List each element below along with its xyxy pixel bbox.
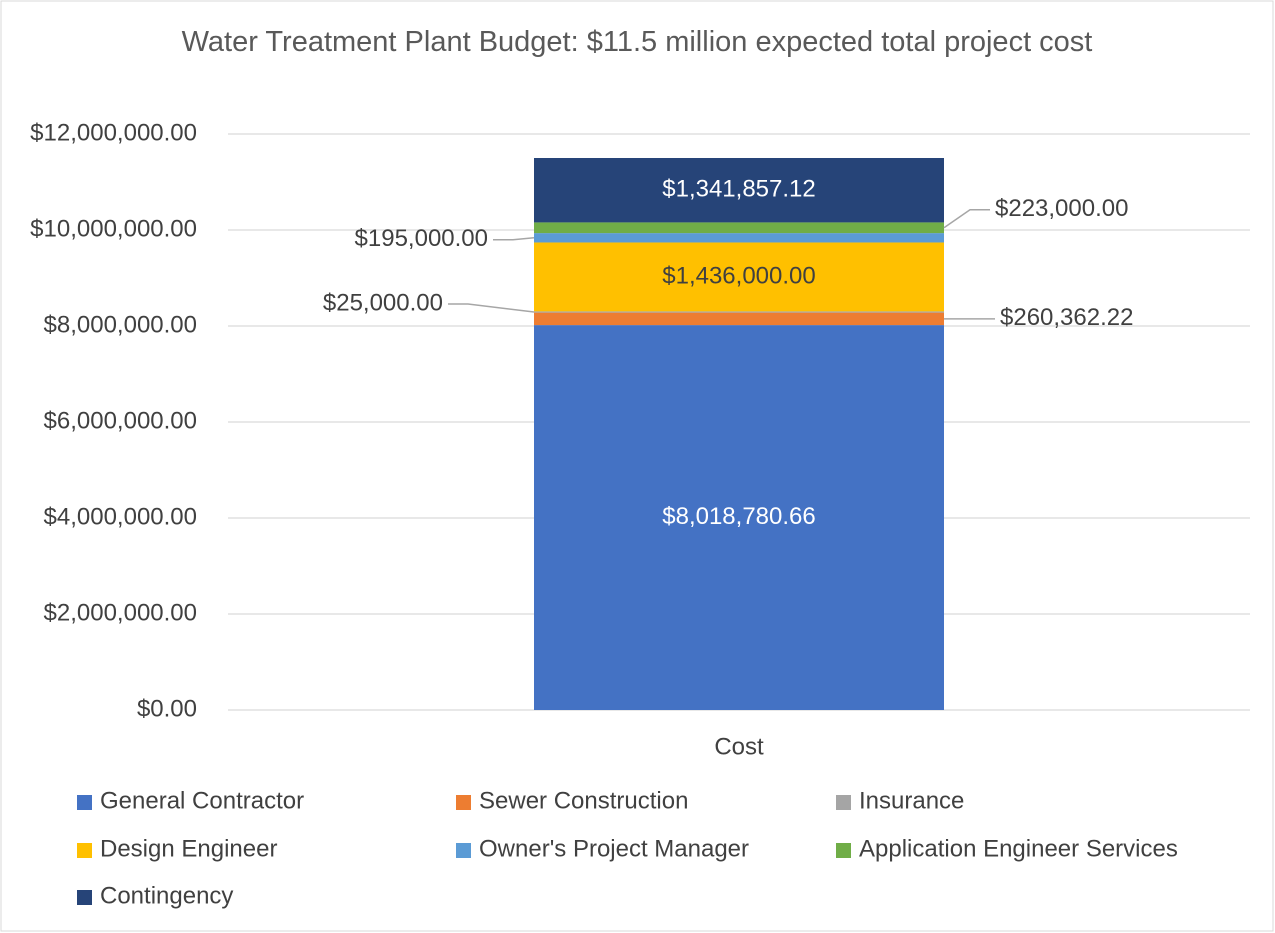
legend-label: Insurance [859, 787, 964, 814]
data-label: $223,000.00 [995, 195, 1128, 222]
leader-line [493, 237, 535, 241]
legend-label: Contingency [100, 882, 233, 909]
data-label: $1,436,000.00 [662, 262, 815, 289]
legend-label: General Contractor [100, 787, 304, 814]
data-label: $25,000.00 [323, 289, 443, 316]
y-tick-label: $12,000,000.00 [30, 119, 197, 146]
legend-swatch [77, 795, 92, 810]
legend-swatch [456, 843, 471, 858]
legend-label: Owner's Project Manager [479, 835, 749, 862]
data-label: $260,362.22 [1000, 304, 1133, 331]
leader-line [943, 209, 990, 229]
bar-segment [534, 325, 944, 710]
bar-segment [534, 158, 944, 223]
data-label: $1,341,857.12 [662, 176, 815, 203]
legend-label: Sewer Construction [479, 787, 688, 814]
legend-label: Design Engineer [100, 835, 277, 862]
leader-line [448, 303, 535, 313]
legend-label: Application Engineer Services [859, 835, 1178, 862]
legend-swatch [77, 890, 92, 905]
data-label: $195,000.00 [355, 225, 488, 252]
data-label: $8,018,780.66 [662, 503, 815, 530]
y-tick-label: $2,000,000.00 [44, 599, 197, 626]
legend-swatch [456, 795, 471, 810]
chart-title: Water Treatment Plant Budget: $11.5 mill… [181, 26, 1093, 58]
y-tick-label: $6,000,000.00 [44, 407, 197, 434]
y-tick-label: $8,000,000.00 [44, 311, 197, 338]
bar-segment [534, 233, 944, 243]
y-tick-label: $10,000,000.00 [30, 215, 197, 242]
legend-swatch [836, 795, 851, 810]
bar-segment [534, 222, 944, 234]
bar-segment [534, 242, 944, 312]
x-tick-label: Cost [714, 733, 764, 760]
legend-swatch [77, 843, 92, 858]
bar-segment [534, 311, 944, 313]
y-tick-label: $4,000,000.00 [44, 503, 197, 530]
bar-segment [534, 312, 944, 326]
y-tick-label: $0.00 [137, 695, 197, 722]
legend-swatch [836, 843, 851, 858]
